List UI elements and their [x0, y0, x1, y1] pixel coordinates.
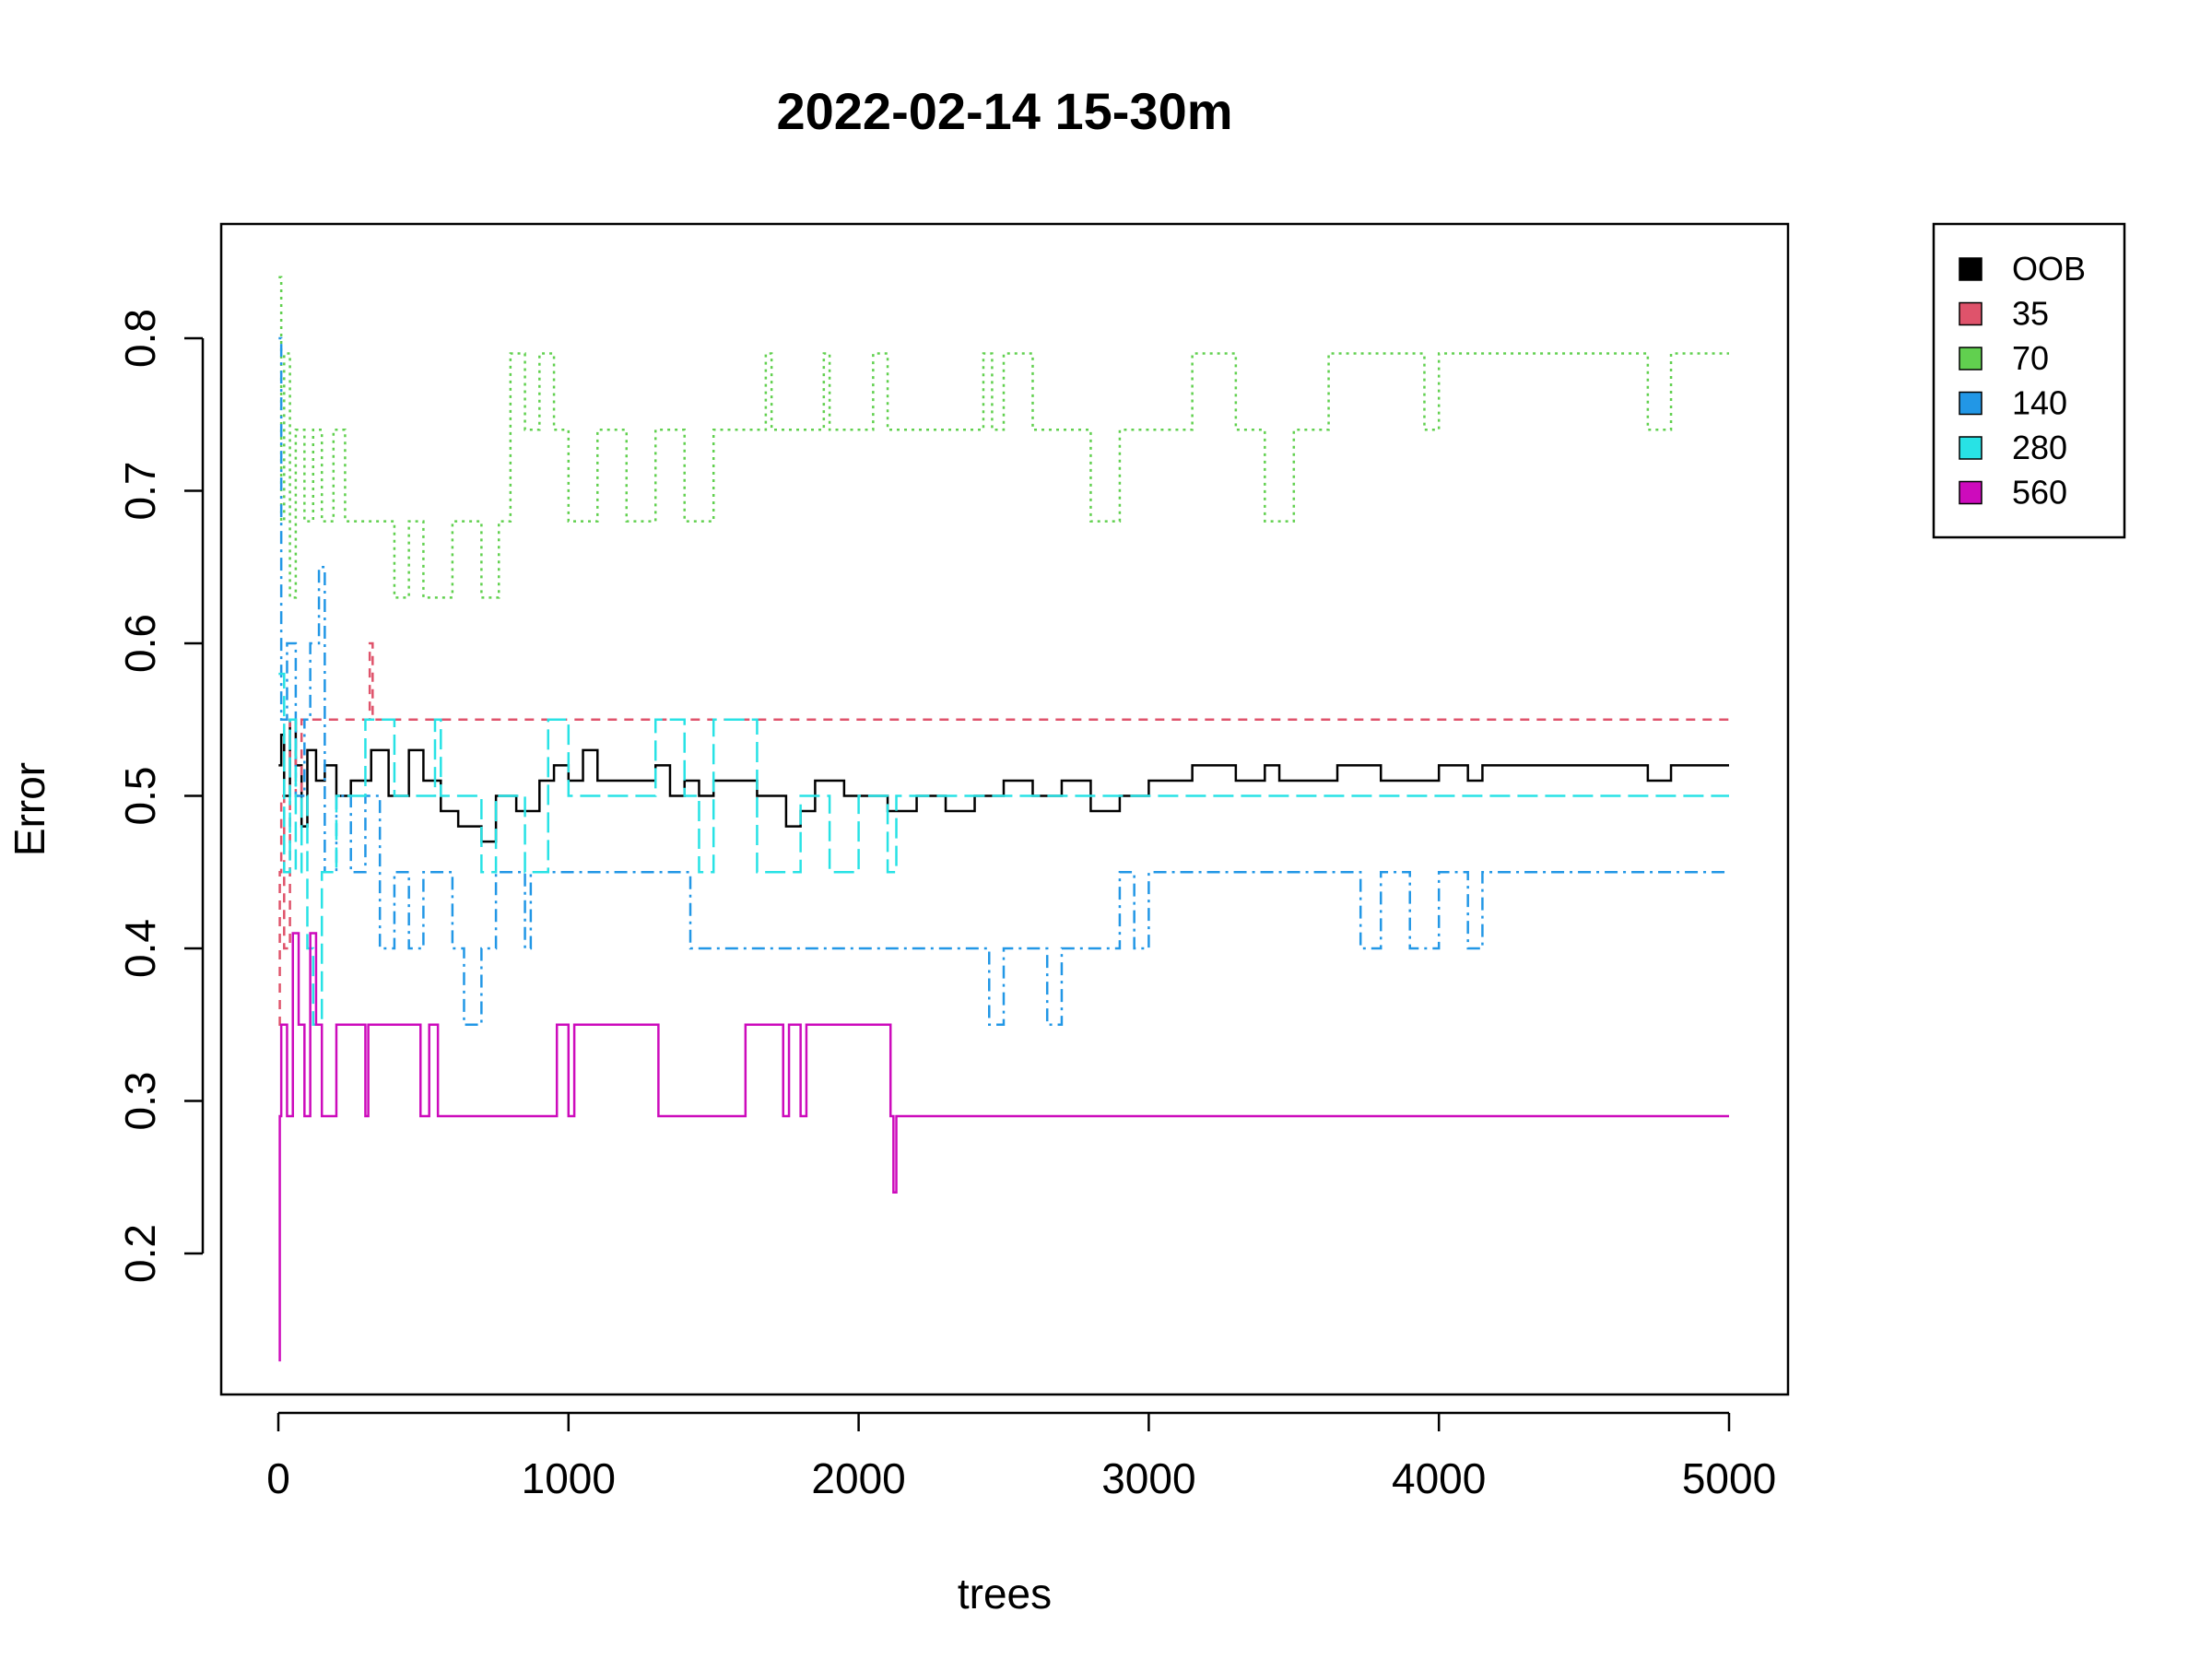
legend-label: 35 [2012, 295, 2049, 333]
y-tick-label: 0.4 [116, 919, 164, 978]
legend-label: 140 [2012, 384, 2067, 422]
series-line-OOB [278, 718, 1729, 843]
legend-swatch-70 [1959, 347, 1983, 371]
y-tick-label: 0.5 [116, 767, 164, 826]
x-tick-label: 4000 [1392, 1454, 1486, 1502]
y-tick-label: 0.6 [116, 614, 164, 673]
legend-label: 280 [2012, 429, 2067, 466]
series-line-560 [278, 932, 1729, 1362]
legend-label: 70 [2012, 339, 2049, 377]
chart-title: 2022-02-14 15-30m [776, 82, 1232, 140]
y-axis-label: Error [6, 762, 53, 856]
x-tick-label: 0 [266, 1454, 290, 1502]
x-tick-label: 3000 [1101, 1454, 1195, 1502]
legend-label: 560 [2012, 474, 2067, 512]
legend-swatch-560 [1959, 480, 1983, 505]
y-tick-label: 0.8 [116, 309, 164, 368]
legend-swatch-OOB [1959, 257, 1983, 281]
plot-frame [219, 222, 1790, 1396]
legend-swatch-280 [1959, 436, 1983, 460]
series-line-280 [278, 672, 1729, 1026]
y-tick-label: 0.3 [116, 1072, 164, 1131]
y-tick-label: 0.7 [116, 462, 164, 521]
y-tick-label: 0.2 [116, 1224, 164, 1283]
x-axis: 0 1000 2000 3000 4000 5000 [266, 1411, 1776, 1502]
series-layer [278, 276, 1729, 1362]
legend-label: OOB [2012, 250, 2086, 288]
y-axis: 0.2 0.3 0.4 0.5 0.6 0.7 0.8 [116, 309, 205, 1283]
series-line-70 [278, 276, 1729, 599]
legend-swatch-140 [1959, 391, 1983, 416]
legend: OOB 35 70 140 280 560 [1932, 222, 2126, 539]
legend-swatch-35 [1959, 301, 1983, 326]
series-line-140 [278, 336, 1729, 1026]
x-tick-label: 1000 [522, 1454, 616, 1502]
x-tick-label: 2000 [811, 1454, 905, 1502]
x-axis-label: trees [958, 1570, 1052, 1618]
x-tick-label: 5000 [1682, 1454, 1776, 1502]
